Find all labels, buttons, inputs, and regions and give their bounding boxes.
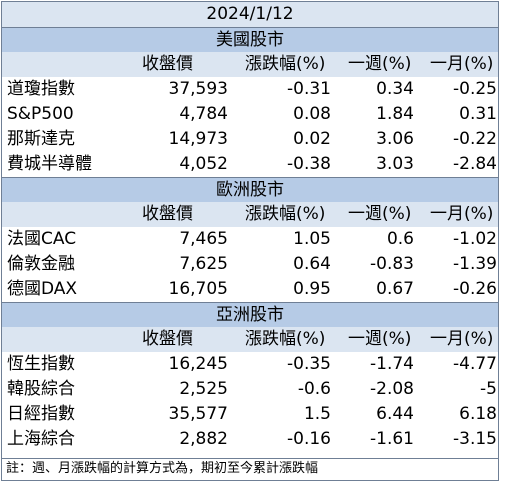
cell-change: 0.64 xyxy=(293,254,331,274)
cell-close: 16,245 xyxy=(168,354,228,374)
column-header: 一週(%) xyxy=(348,329,412,349)
cell-change: -0.31 xyxy=(287,79,331,99)
cell-month: -1.39 xyxy=(453,254,497,274)
section-title: 美國股市 xyxy=(216,30,284,50)
cell-close: 35,577 xyxy=(168,404,228,424)
cell-month: -5 xyxy=(480,379,497,399)
cell-change: 0.95 xyxy=(293,279,331,299)
cell-month: 6.18 xyxy=(459,404,497,424)
index-name: 德國DAX xyxy=(7,279,78,299)
cell-week: -1.61 xyxy=(370,429,414,449)
cell-month: -0.25 xyxy=(453,79,497,99)
note-divider xyxy=(2,458,498,459)
cell-close: 37,593 xyxy=(168,79,228,99)
cell-week: 3.03 xyxy=(376,154,414,174)
index-name: 法國CAC xyxy=(7,229,77,249)
column-header: 一週(%) xyxy=(348,54,412,74)
column-header: 漲跌幅(%) xyxy=(245,329,326,349)
cell-month: -4.77 xyxy=(453,354,497,374)
section-header: 美國股市 xyxy=(2,27,498,54)
column-header: 收盤價 xyxy=(142,54,193,74)
index-name: 費城半導體 xyxy=(7,154,92,174)
column-header: 漲跌幅(%) xyxy=(245,204,326,224)
cell-close: 2,882 xyxy=(179,429,228,449)
table-title-row: 2024/1/12 xyxy=(2,2,498,27)
cell-change: -0.16 xyxy=(287,429,331,449)
cell-week: 1.84 xyxy=(376,104,414,124)
table-row: S&P500 4,784 0.08 1.84 0.31 xyxy=(2,102,498,127)
table-row: 那斯達克 14,973 0.02 3.06 -0.22 xyxy=(2,127,498,152)
table-row: 韓股綜合 2,525 -0.6 -2.08 -5 xyxy=(2,377,498,402)
column-header: 一月(%) xyxy=(430,204,494,224)
section-title: 亞洲股市 xyxy=(216,305,284,325)
column-header: 漲跌幅(%) xyxy=(245,54,326,74)
section-title: 歐洲股市 xyxy=(216,180,284,200)
cell-change: 1.5 xyxy=(303,404,331,424)
column-header-row: 收盤價 漲跌幅(%) 一週(%) 一月(%) xyxy=(2,327,498,352)
cell-close: 4,052 xyxy=(179,154,228,174)
cell-week: 3.06 xyxy=(376,129,414,149)
cell-week: 0.34 xyxy=(376,79,414,99)
cell-month: -1.02 xyxy=(453,229,497,249)
cell-change: -0.6 xyxy=(297,379,331,399)
table-row: 恆生指數 16,245 -0.35 -1.74 -4.77 xyxy=(2,352,498,377)
column-header: 一月(%) xyxy=(430,54,494,74)
table-row: 倫敦金融 7,625 0.64 -0.83 -1.39 xyxy=(2,252,498,277)
table-row: 費城半導體 4,052 -0.38 3.03 -2.84 xyxy=(2,152,498,177)
table-row: 日經指數 35,577 1.5 6.44 6.18 xyxy=(2,402,498,427)
table-row: 道瓊指數 37,593 -0.31 0.34 -0.25 xyxy=(2,77,498,102)
index-name: 韓股綜合 xyxy=(7,379,75,399)
cell-close: 4,784 xyxy=(179,104,228,124)
column-header: 一週(%) xyxy=(348,204,412,224)
stock-table: 2024/1/12 美國股市 收盤價 漲跌幅(%) 一週(%) 一月(%) 道瓊指數 37,… xyxy=(1,1,499,481)
cell-week: 0.6 xyxy=(386,229,414,249)
section-header: 歐洲股市 xyxy=(2,177,498,204)
table-row: 法國CAC 7,465 1.05 0.6 -1.02 xyxy=(2,227,498,252)
table-title: 2024/1/12 xyxy=(206,4,294,24)
column-header: 收盤價 xyxy=(142,204,193,224)
cell-close: 7,625 xyxy=(179,254,228,274)
cell-close: 16,705 xyxy=(168,279,228,299)
index-name: 倫敦金融 xyxy=(7,254,75,274)
cell-change: 0.02 xyxy=(293,129,331,149)
index-name: 道瓊指數 xyxy=(7,79,75,99)
cell-month: -0.22 xyxy=(453,129,497,149)
cell-week: 6.44 xyxy=(376,404,414,424)
cell-close: 2,525 xyxy=(179,379,228,399)
cell-week: -0.83 xyxy=(370,254,414,274)
cell-month: -2.84 xyxy=(453,154,497,174)
column-header-row: 收盤價 漲跌幅(%) 一週(%) 一月(%) xyxy=(2,202,498,227)
cell-change: 0.08 xyxy=(293,104,331,124)
cell-change: 1.05 xyxy=(293,229,331,249)
footnote: 註：週、月漲跌幅的計算方式為，期初至今累計漲跌幅 xyxy=(6,461,319,476)
cell-month: 0.31 xyxy=(459,104,497,124)
table-row: 德國DAX 16,705 0.95 0.67 -0.26 xyxy=(2,277,498,302)
index-name: 上海綜合 xyxy=(7,429,75,449)
index-name: S&P500 xyxy=(7,104,74,124)
cell-month: -3.15 xyxy=(453,429,497,449)
column-header: 收盤價 xyxy=(142,329,193,349)
table-row: 上海綜合 2,882 -0.16 -1.61 -3.15 xyxy=(2,427,498,452)
cell-week: -2.08 xyxy=(370,379,414,399)
index-name: 日經指數 xyxy=(7,404,75,424)
cell-close: 7,465 xyxy=(179,229,228,249)
index-name: 那斯達克 xyxy=(7,129,75,149)
column-header-row: 收盤價 漲跌幅(%) 一週(%) 一月(%) xyxy=(2,52,498,77)
cell-change: -0.35 xyxy=(287,354,331,374)
index-name: 恆生指數 xyxy=(7,354,75,374)
column-header: 一月(%) xyxy=(430,329,494,349)
section-header: 亞洲股市 xyxy=(2,302,498,329)
cell-change: -0.38 xyxy=(287,154,331,174)
cell-week: -1.74 xyxy=(370,354,414,374)
cell-month: -0.26 xyxy=(453,279,497,299)
cell-week: 0.67 xyxy=(376,279,414,299)
cell-close: 14,973 xyxy=(168,129,228,149)
